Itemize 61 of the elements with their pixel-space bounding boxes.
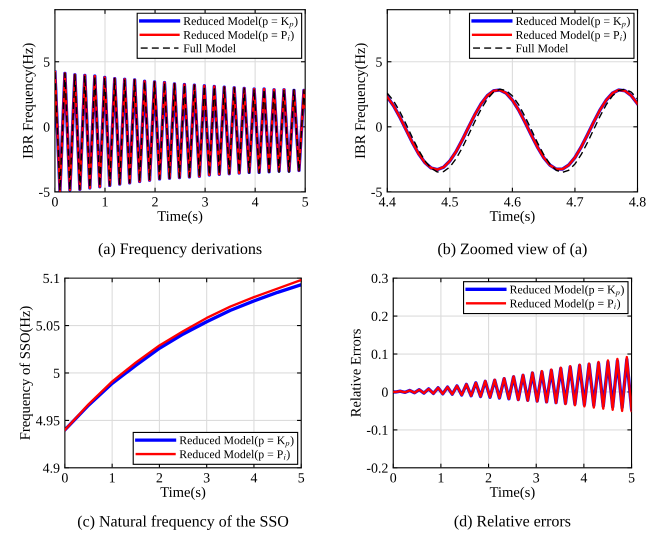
x-tick-label: 4 — [580, 473, 588, 482]
legend-label: Reduced Model(p = P$_{i}$) — [510, 299, 620, 310]
legend-label: Reduced Model(p = P$_{i}$) — [180, 450, 290, 461]
x-axis-title: Time(s) — [160, 486, 206, 500]
x-tick-label: 1 — [102, 197, 108, 206]
y-tick-label: 0.2 — [372, 312, 388, 322]
x-tick-label: 4.4 — [378, 197, 396, 207]
text: (d) Relative errors — [454, 515, 570, 530]
x-tick-label: 0 — [390, 473, 396, 482]
x-tick-label: 5 — [628, 473, 634, 482]
x-tick-label: 4.6 — [504, 197, 521, 207]
y-tick-label: 5 — [44, 57, 50, 67]
x-tick-label: 4 — [252, 197, 258, 206]
legend-label: Reduced Model(p = K$_{p}$) — [184, 16, 298, 28]
x-tick-label: 4 — [250, 473, 258, 482]
legend-label: Reduced Model(p = K$_{p}$) — [180, 436, 294, 448]
legend-label: Full Model — [184, 44, 236, 52]
x-tick-label: 3 — [202, 197, 208, 207]
x-tick-label: 1 — [438, 473, 444, 482]
text: (c) Natural frequency of the SSO — [78, 515, 288, 530]
legend-label: Reduced Model(p = K$_{p}$) — [516, 16, 630, 28]
x-tick-label: 5 — [298, 473, 304, 482]
y-tick-label: 0 — [376, 122, 382, 132]
y-tick-label: 4.9 — [42, 463, 60, 473]
y-tick-label: 0.3 — [372, 274, 388, 284]
x-tick-label: 2 — [486, 473, 492, 482]
text: (b) Zoomed view of (a) — [438, 242, 587, 258]
legend-label: Reduced Model(p = P$_{i}$) — [516, 30, 626, 42]
x-tick-label: 2 — [152, 197, 158, 206]
y-tick-label: 5.05 — [36, 321, 60, 331]
y-tick-label: -0.2 — [366, 463, 388, 473]
x-tick-label: 5 — [302, 197, 308, 207]
text: (a) Frequency derivations — [98, 242, 262, 258]
x-tick-label: 0 — [62, 473, 68, 482]
y-tick-label: -5 — [39, 188, 50, 197]
x-tick-label: 4.8 — [629, 197, 646, 207]
x-tick-label: 1 — [110, 473, 115, 482]
y-axis-title: Frequency of SSO(Hz) — [20, 306, 33, 440]
y-tick-label: 0 — [44, 122, 50, 132]
y-axis-title: IBR Frequency(Hz) — [354, 43, 368, 158]
x-axis-title: Time(s) — [490, 210, 535, 224]
y-axis-title: IBR Frequency(Hz) — [22, 43, 36, 158]
y-tick-label: -5 — [371, 188, 382, 197]
y-tick-label: 5 — [376, 57, 382, 67]
x-axis-title: Time(s) — [490, 486, 535, 500]
x-axis-title: Time(s) — [158, 210, 202, 224]
y-tick-label: 4.95 — [36, 416, 60, 426]
x-tick-label: 2 — [156, 473, 162, 482]
y-tick-label: -0.1 — [366, 425, 388, 435]
y-axis-title: Relative Errors — [350, 329, 361, 417]
legend-label: Full Model — [516, 44, 568, 52]
x-tick-label: 3 — [204, 473, 210, 482]
y-tick-label: 0.1 — [372, 350, 388, 360]
x-tick-label: 4.7 — [566, 197, 584, 207]
legend-label: Reduced Model(p = P$_{i}$) — [184, 30, 294, 42]
legend-label: Reduced Model(p = K$_{p}$) — [510, 285, 624, 297]
x-tick-label: 4.5 — [441, 197, 458, 207]
x-tick-label: 3 — [533, 473, 540, 482]
y-tick-label: 5 — [54, 368, 60, 378]
y-tick-label: 0 — [382, 388, 388, 397]
y-tick-label: 5.1 — [43, 274, 60, 284]
